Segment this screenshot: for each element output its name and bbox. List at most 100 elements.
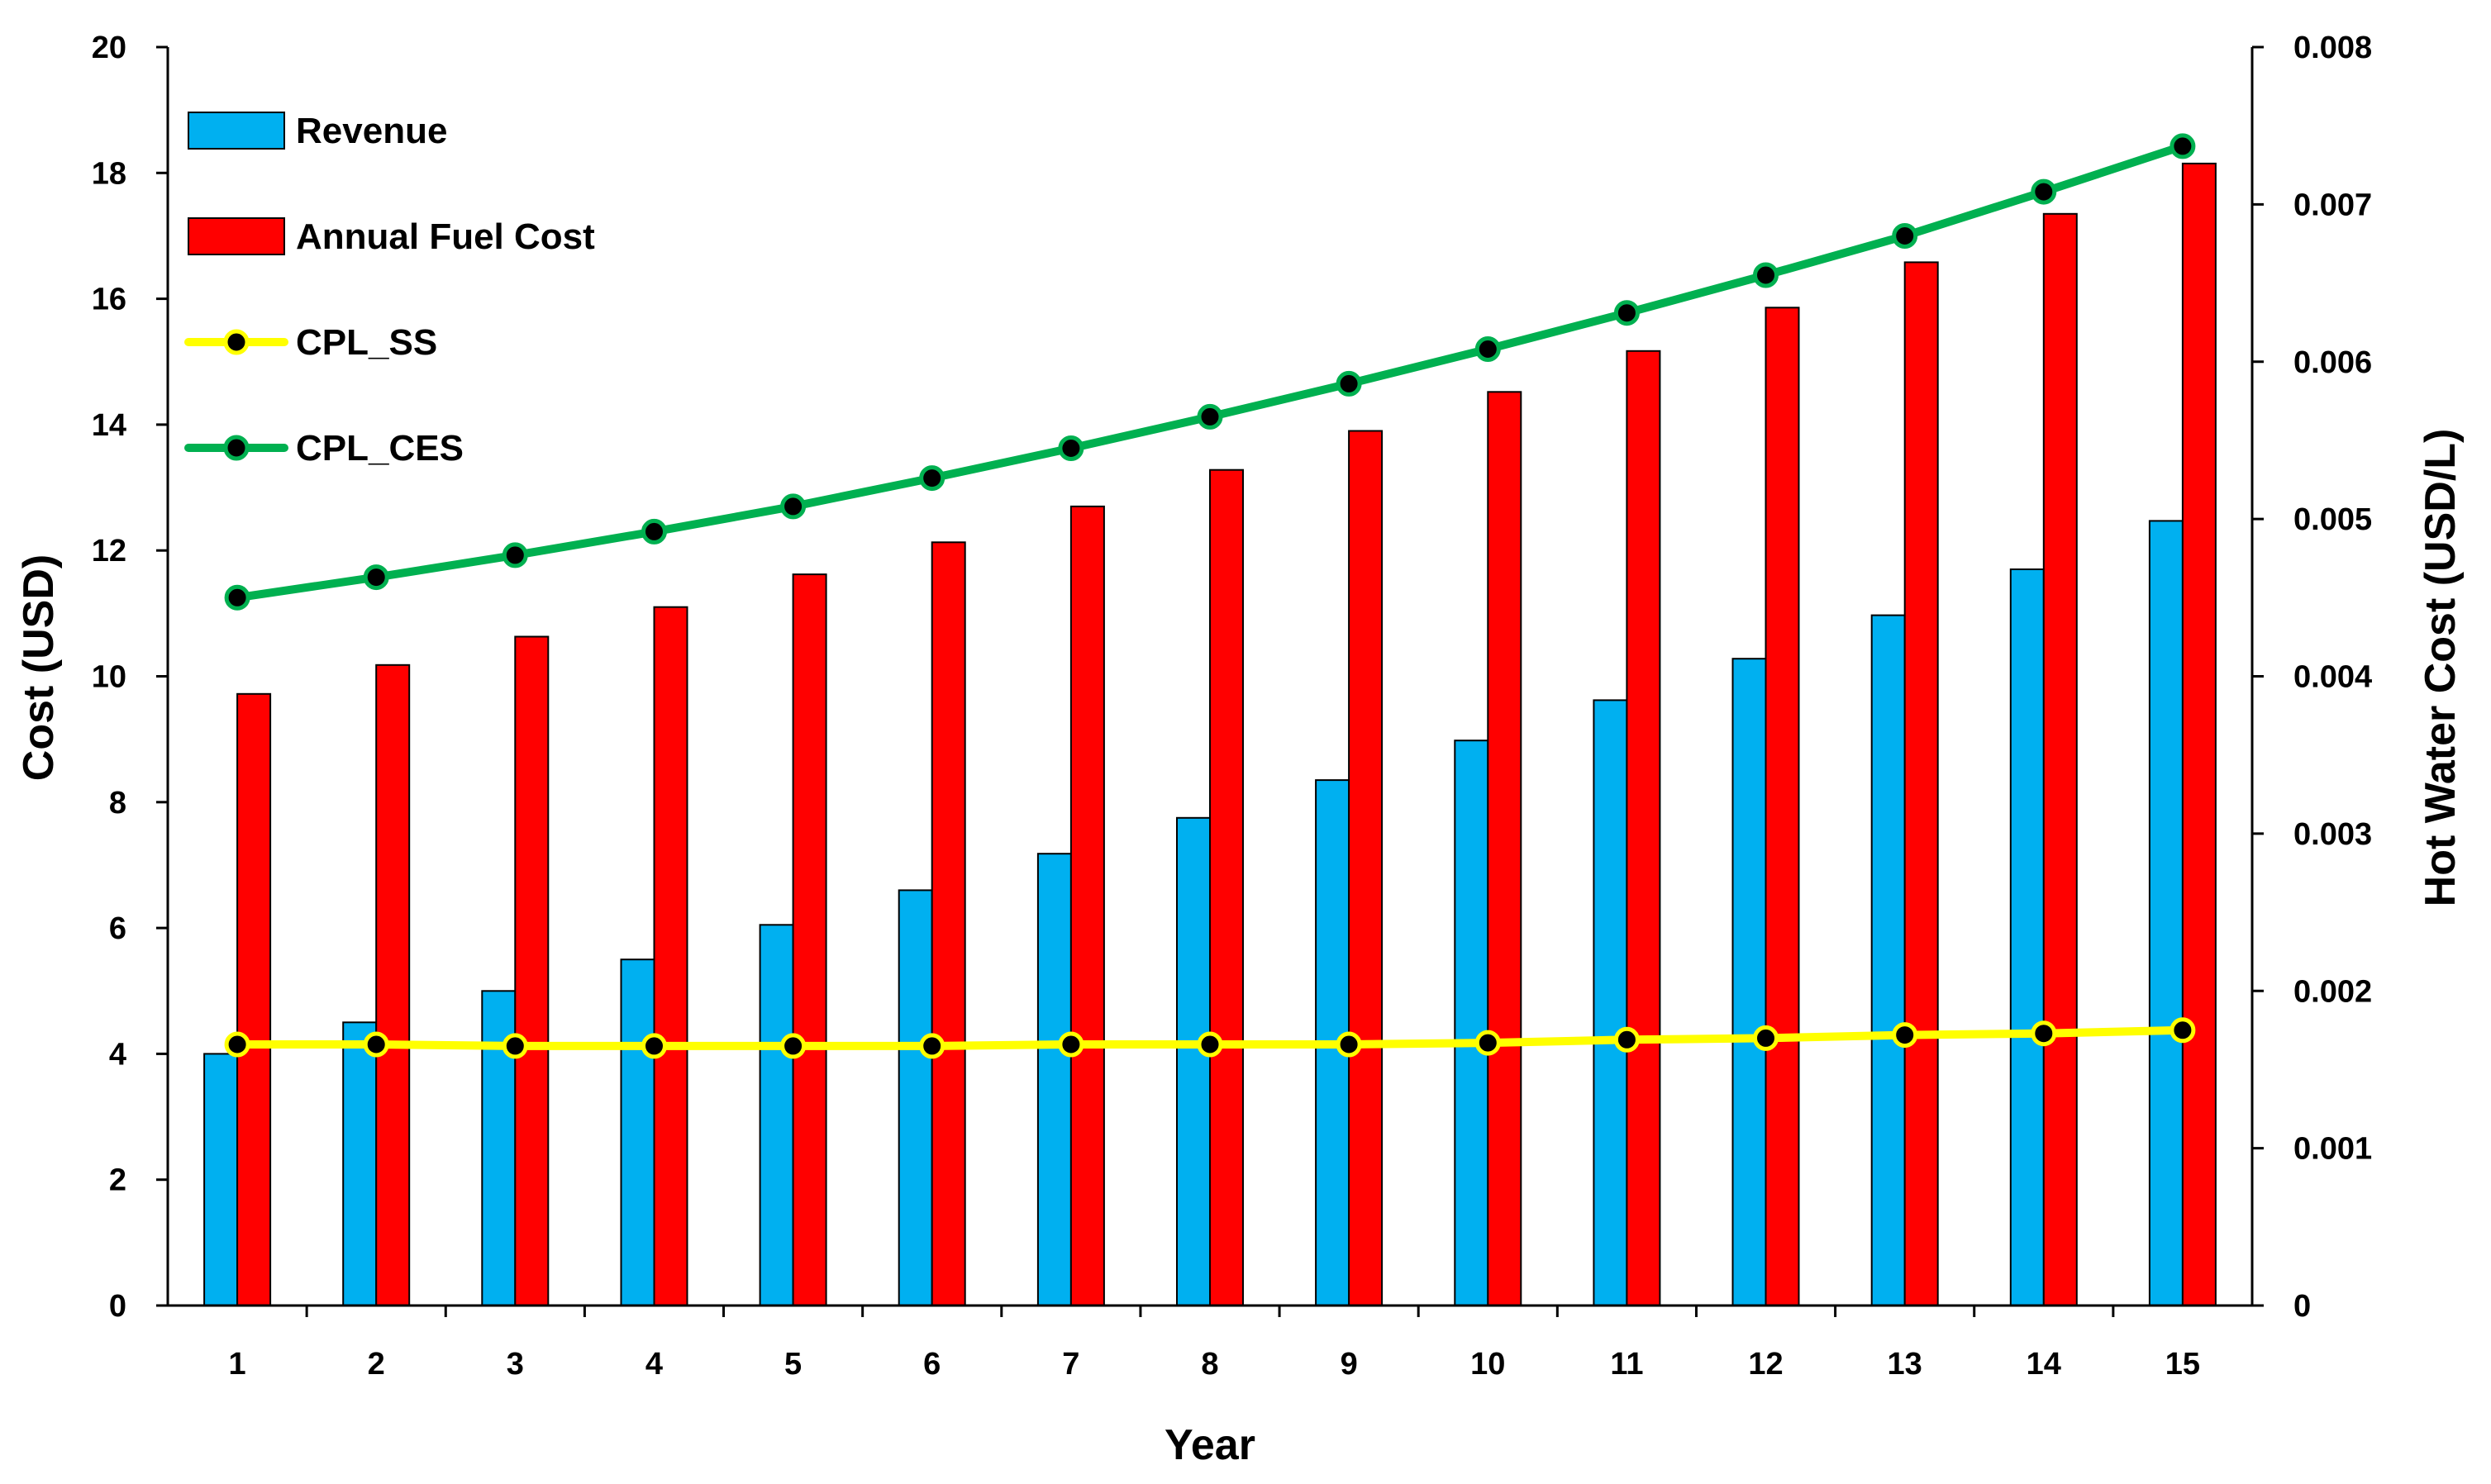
point-cpl-ces-2 [363, 564, 389, 591]
bar-annual-fuel-cost-4 [653, 606, 688, 1306]
bar-revenue-1 [203, 1053, 239, 1307]
bar-annual-fuel-cost-2 [375, 664, 411, 1306]
x-tick-label-15: 15 [2165, 1347, 2200, 1382]
point-cpl-ss-6 [919, 1033, 945, 1059]
y-tick-label-6: 6 [109, 911, 126, 946]
point-cpl-ces-1 [224, 584, 250, 611]
x-tick-label-2: 2 [368, 1347, 385, 1382]
point-cpl-ces-3 [502, 542, 528, 568]
point-cpl-ss-15 [2170, 1017, 2196, 1044]
point-cpl-ss-1 [224, 1031, 250, 1058]
x-tick-label-3: 3 [507, 1347, 524, 1382]
x-tick-label-5: 5 [784, 1347, 802, 1382]
point-cpl-ss-13 [1892, 1022, 1918, 1049]
bar-annual-fuel-cost-8 [1209, 469, 1244, 1306]
point-cpl-ss-7 [1058, 1031, 1084, 1058]
point-cpl-ces-4 [641, 518, 667, 545]
x-tick-label-6: 6 [923, 1347, 941, 1382]
y2-tick-label-0.006: 0.006 [2293, 345, 2372, 380]
bar-revenue-5 [759, 924, 794, 1307]
point-cpl-ss-4 [641, 1033, 667, 1059]
y-tick-label-12: 12 [92, 534, 126, 568]
y-tick-label-2: 2 [109, 1163, 126, 1198]
point-cpl-ces-11 [1613, 300, 1640, 326]
y2-tick-label-0.005: 0.005 [2293, 502, 2372, 537]
y2-tick-label-0.003: 0.003 [2293, 817, 2372, 852]
point-cpl-ss-9 [1336, 1031, 1362, 1058]
legend-swatch-revenue [188, 112, 285, 150]
point-cpl-ces-9 [1336, 370, 1362, 397]
bar-revenue-14 [2009, 568, 2045, 1306]
legend-label-cpl-ces: CPL_CES [296, 428, 464, 469]
point-cpl-ss-12 [1753, 1025, 1779, 1051]
bar-annual-fuel-cost-14 [2042, 212, 2078, 1306]
bar-annual-fuel-cost-5 [792, 573, 827, 1306]
x-tick-label-12: 12 [1748, 1347, 1783, 1382]
y2-tick-label-0.001: 0.001 [2293, 1132, 2372, 1167]
bar-revenue-4 [620, 958, 655, 1306]
point-cpl-ces-13 [1892, 223, 1918, 249]
bar-revenue-2 [342, 1021, 378, 1307]
x-tick-label-14: 14 [2027, 1347, 2061, 1382]
bar-annual-fuel-cost-7 [1069, 505, 1105, 1306]
point-cpl-ces-8 [1197, 403, 1223, 430]
bar-revenue-7 [1036, 853, 1072, 1306]
y-tick-label-20: 20 [92, 31, 126, 65]
legend-swatch-annual-fuel-cost [188, 217, 285, 255]
bar-annual-fuel-cost-1 [236, 692, 272, 1306]
point-cpl-ces-10 [1474, 336, 1501, 362]
bar-annual-fuel-cost-6 [931, 541, 966, 1306]
point-cpl-ces-5 [780, 493, 807, 520]
y-tick-label-4: 4 [109, 1037, 126, 1072]
y2-axis-title: Hot Water Cost (USD/L) [2417, 429, 2465, 907]
legend-label-cpl-ss: CPL_SS [296, 322, 437, 363]
y-tick-label-8: 8 [109, 786, 126, 820]
y-axis-title: Cost (USD) [15, 554, 63, 781]
point-cpl-ss-3 [502, 1033, 528, 1059]
point-cpl-ces-14 [2031, 178, 2057, 205]
bar-revenue-11 [1593, 699, 1628, 1306]
bar-revenue-12 [1731, 658, 1767, 1306]
y-tick-label-16: 16 [92, 283, 126, 317]
x-tick-label-4: 4 [645, 1347, 663, 1382]
point-cpl-ss-14 [2031, 1020, 2057, 1047]
point-cpl-ces-15 [2170, 133, 2196, 159]
legend-label-annual-fuel-cost: Annual Fuel Cost [296, 216, 595, 257]
x-tick-label-8: 8 [1201, 1347, 1218, 1382]
point-cpl-ces-7 [1058, 435, 1084, 461]
x-tick-label-7: 7 [1062, 1347, 1079, 1382]
y2-tick-label-0.004: 0.004 [2293, 660, 2372, 695]
x-axis-title: Year [1165, 1421, 1255, 1469]
y2-tick-label-0.002: 0.002 [2293, 974, 2372, 1009]
x-tick-label-1: 1 [228, 1347, 245, 1382]
x-tick-label-13: 13 [1888, 1347, 1922, 1382]
point-cpl-ces-12 [1753, 262, 1779, 288]
point-cpl-ss-5 [780, 1033, 807, 1059]
y2-tick-label-0.007: 0.007 [2293, 188, 2372, 222]
bar-annual-fuel-cost-13 [1903, 261, 1939, 1306]
x-tick-label-11: 11 [1610, 1347, 1643, 1382]
y-tick-label-0: 0 [109, 1289, 126, 1324]
point-cpl-ss-2 [363, 1031, 389, 1058]
bar-revenue-15 [2148, 520, 2184, 1306]
bar-revenue-8 [1176, 816, 1211, 1306]
point-cpl-ss-11 [1613, 1026, 1640, 1053]
legend-label-revenue: Revenue [296, 111, 447, 151]
point-cpl-ss-10 [1474, 1030, 1501, 1056]
bar-annual-fuel-cost-10 [1487, 391, 1522, 1306]
bar-revenue-6 [898, 889, 933, 1307]
y2-tick-label-0: 0 [2293, 1289, 2311, 1324]
x-tick-label-9: 9 [1341, 1347, 1358, 1382]
y-tick-label-18: 18 [92, 156, 126, 191]
y2-tick-label-0.008: 0.008 [2293, 31, 2372, 65]
bar-revenue-10 [1454, 740, 1489, 1306]
point-cpl-ss-8 [1197, 1031, 1223, 1058]
bar-annual-fuel-cost-9 [1348, 430, 1384, 1306]
y-tick-label-14: 14 [92, 408, 126, 443]
legend-marker-cpl-ces [223, 435, 250, 461]
bar-annual-fuel-cost-12 [1765, 307, 1800, 1306]
legend-marker-cpl-ss [223, 329, 250, 355]
bar-annual-fuel-cost-11 [1626, 350, 1661, 1306]
